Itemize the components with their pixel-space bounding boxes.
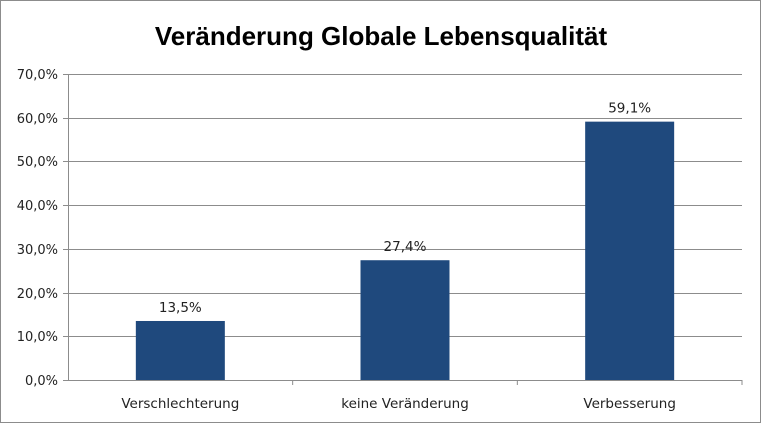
category-labels: Verschlechterung keine Veränderung Verbess… <box>121 380 743 412</box>
y-tick-label: 20,0% <box>17 287 58 302</box>
data-label: 13,5% <box>159 300 202 316</box>
y-tick-label: 70,0% <box>17 68 58 83</box>
y-tick-label: 40,0% <box>17 199 58 214</box>
data-label: 27,4% <box>384 239 427 255</box>
data-labels: 13,5% 27,4% 59,1% <box>159 101 651 316</box>
y-tick-label: 60,0% <box>17 112 58 127</box>
bar <box>585 121 675 381</box>
y-axis-ticks: 0,0% 10,0% 20,0% 30,0% 40,0% 50,0% 60,0% 70,0% <box>17 68 68 389</box>
category-label: keine Veränderung <box>341 396 469 412</box>
bar <box>360 260 450 380</box>
data-label: 59,1% <box>608 101 651 117</box>
y-tick-label: 50,0% <box>17 155 58 170</box>
y-tick-label: 0,0% <box>25 374 58 389</box>
y-tick-label: 30,0% <box>17 243 58 258</box>
chart-title: Veränderung Globale Lebensqualität <box>155 21 608 51</box>
bar <box>135 320 225 380</box>
bars <box>135 121 675 381</box>
category-label: Verbesserung <box>583 396 676 412</box>
y-tick-label: 10,0% <box>17 330 58 345</box>
category-label: Verschlechterung <box>121 396 239 412</box>
